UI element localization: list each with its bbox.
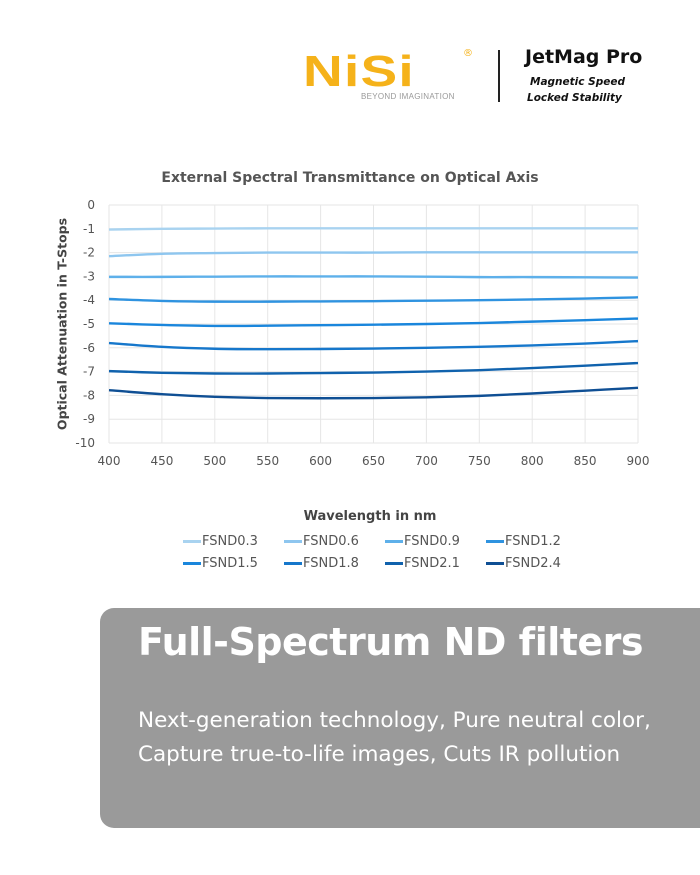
legend-label: FSND2.4 xyxy=(505,556,561,571)
y-tick-label: -3 xyxy=(83,269,95,283)
product-name: JetMag Pro xyxy=(525,46,643,68)
x-axis-label: Wavelength in nm xyxy=(303,509,437,524)
transmittance-chart: 400 450 500 550 600 650 700 750 800 850 900 0 -1 -2 -3… xyxy=(75,198,650,468)
product-subtitle-1: Magnetic Speed xyxy=(530,76,625,88)
legend-label: FSND0.9 xyxy=(404,534,460,549)
legend-item: FSND2.1 xyxy=(385,555,486,572)
x-tick-label: 450 xyxy=(150,454,173,468)
legend-swatch xyxy=(486,540,504,543)
y-tick-label: 0 xyxy=(87,198,95,212)
x-tick-label: 400 xyxy=(98,454,121,468)
x-tick-label: 650 xyxy=(362,454,385,468)
legend-swatch xyxy=(385,562,403,565)
legend-swatch xyxy=(284,562,302,565)
header-divider xyxy=(498,50,500,102)
y-tick-label: -7 xyxy=(83,365,95,379)
legend-label: FSND2.1 xyxy=(404,556,460,571)
y-tick-label: -10 xyxy=(75,436,95,450)
x-tick-label: 500 xyxy=(203,454,226,468)
y-tick-label: -5 xyxy=(83,317,95,331)
series-line-fsnd0-6 xyxy=(108,251,638,258)
y-tick-label: -4 xyxy=(83,293,95,307)
x-tick-label: 800 xyxy=(521,454,544,468)
x-tick-label: 600 xyxy=(309,454,332,468)
chart-legend: FSND0.3 FSND0.6 FSND0.9 FSND1.2 FSND1.5 FSND1… xyxy=(183,533,603,572)
logo-wordmark: NiSi xyxy=(303,47,415,96)
legend-label: FSND1.5 xyxy=(202,556,258,571)
legend-item: FSND1.2 xyxy=(486,533,587,550)
series-line-fsnd0-3 xyxy=(108,227,638,231)
legend-item: FSND1.8 xyxy=(284,555,385,572)
legend-item: FSND1.5 xyxy=(183,555,284,572)
y-axis-label: Optical Attenuation in T-Stops xyxy=(54,217,70,431)
legend-swatch xyxy=(183,562,201,565)
series-line-fsnd2-4 xyxy=(108,386,639,400)
x-tick-label: 550 xyxy=(256,454,279,468)
legend-label: FSND1.8 xyxy=(303,556,359,571)
series-line-fsnd2-1 xyxy=(108,361,639,375)
legend-label: FSND0.6 xyxy=(303,534,359,549)
y-tick-label: -6 xyxy=(83,341,95,355)
x-tick-label: 900 xyxy=(627,454,650,468)
x-tick-label: 850 xyxy=(574,454,597,468)
series-line-fsnd1-2 xyxy=(108,296,639,303)
series-line-fsnd0-9 xyxy=(108,275,639,279)
x-tick-label: 750 xyxy=(468,454,491,468)
legend-item: FSND0.3 xyxy=(183,533,284,550)
chart-title: External Spectral Transmittance on Optic… xyxy=(161,170,539,186)
registered-mark: ® xyxy=(463,48,473,59)
series-line-fsnd1-8 xyxy=(108,339,639,351)
legend-label: FSND1.2 xyxy=(505,534,561,549)
y-tick-label: -9 xyxy=(83,412,95,426)
banner-heading: Full-Spectrum ND filters xyxy=(138,620,644,664)
x-tick-label: 700 xyxy=(415,454,438,468)
legend-item: FSND0.6 xyxy=(284,533,385,550)
legend-swatch xyxy=(486,562,504,565)
banner-text: Next-generation technology, Pure neutral… xyxy=(138,708,651,767)
legend-item: FSND2.4 xyxy=(486,555,587,572)
nisi-logo: NiSi ® BEYOND IMAGINATION xyxy=(303,47,473,101)
legend-swatch xyxy=(284,540,302,543)
legend-swatch xyxy=(385,540,403,543)
y-tick-label: -8 xyxy=(83,388,95,402)
logo-tagline: BEYOND IMAGINATION xyxy=(361,92,455,101)
series-line-fsnd1-5 xyxy=(108,317,639,328)
legend-item: FSND0.9 xyxy=(385,533,486,550)
y-tick-label: -1 xyxy=(83,222,95,236)
legend-swatch xyxy=(183,540,201,543)
feature-banner: Full-Spectrum ND filters Next-generation… xyxy=(100,608,700,828)
product-subtitle-2: Locked Stability xyxy=(527,92,622,104)
legend-label: FSND0.3 xyxy=(202,534,258,549)
y-tick-label: -2 xyxy=(83,246,95,260)
